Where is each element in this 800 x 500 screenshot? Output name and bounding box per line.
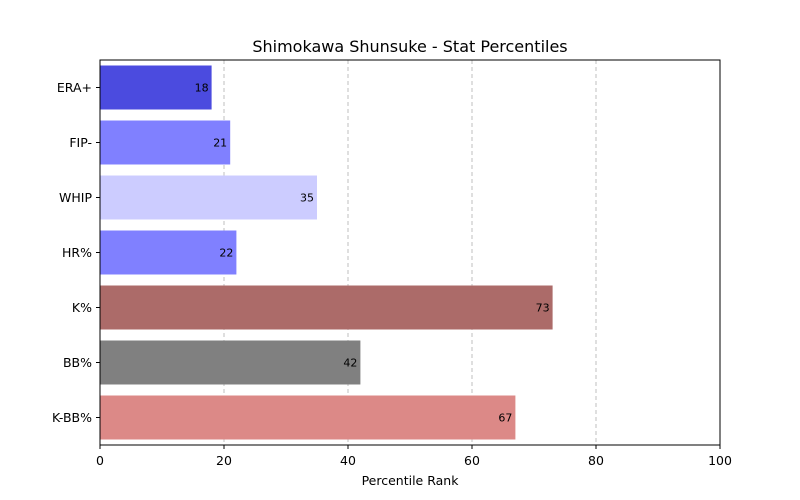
x-axis-label: Percentile Rank	[362, 473, 460, 488]
gridlines	[223, 60, 597, 445]
x-tick-label-0: 0	[96, 453, 104, 468]
value-label-K%: 73	[536, 302, 550, 315]
value-label-K-BB%: 67	[498, 412, 512, 425]
bar-K-BB%	[100, 395, 516, 440]
x-tick-label-5: 100	[708, 453, 732, 468]
x-tick-label-2: 40	[340, 453, 356, 468]
y-tick-label-K-BB%: K-BB%	[52, 410, 92, 425]
bar-WHIP	[100, 175, 317, 220]
x-axis-ticks: 0 20 40 60 80 100	[96, 445, 732, 468]
chart-title: Shimokawa Shunsuke - Stat Percentiles	[252, 37, 567, 56]
y-tick-label-ERA+: ERA+	[57, 80, 92, 95]
x-tick-label-3: 60	[464, 453, 480, 468]
value-label-HR%: 22	[219, 247, 233, 260]
value-label-BB%: 42	[343, 357, 357, 370]
bar-HR%	[100, 230, 237, 275]
bar-FIP-	[100, 120, 231, 165]
y-axis-ticks: ERA+ FIP- WHIP HR% K% BB% K-BB%	[52, 80, 100, 425]
y-tick-label-WHIP: WHIP	[59, 190, 92, 205]
y-tick-label-BB%: BB%	[63, 355, 92, 370]
value-label-ERA+: 18	[195, 82, 209, 95]
data-labels: 18 21 35 22 73 42 67	[195, 82, 550, 425]
bar-BB%	[100, 340, 361, 385]
x-tick-label-4: 80	[588, 453, 604, 468]
value-label-WHIP: 35	[300, 192, 314, 205]
y-tick-label-HR%: HR%	[62, 245, 92, 260]
y-tick-label-FIP-: FIP-	[69, 135, 92, 150]
value-label-FIP-: 21	[213, 137, 227, 150]
bars	[100, 65, 553, 440]
x-tick-label-1: 20	[216, 453, 232, 468]
y-tick-label-K%: K%	[72, 300, 92, 315]
bar-ERA+	[100, 65, 212, 110]
bar-K%	[100, 285, 553, 330]
